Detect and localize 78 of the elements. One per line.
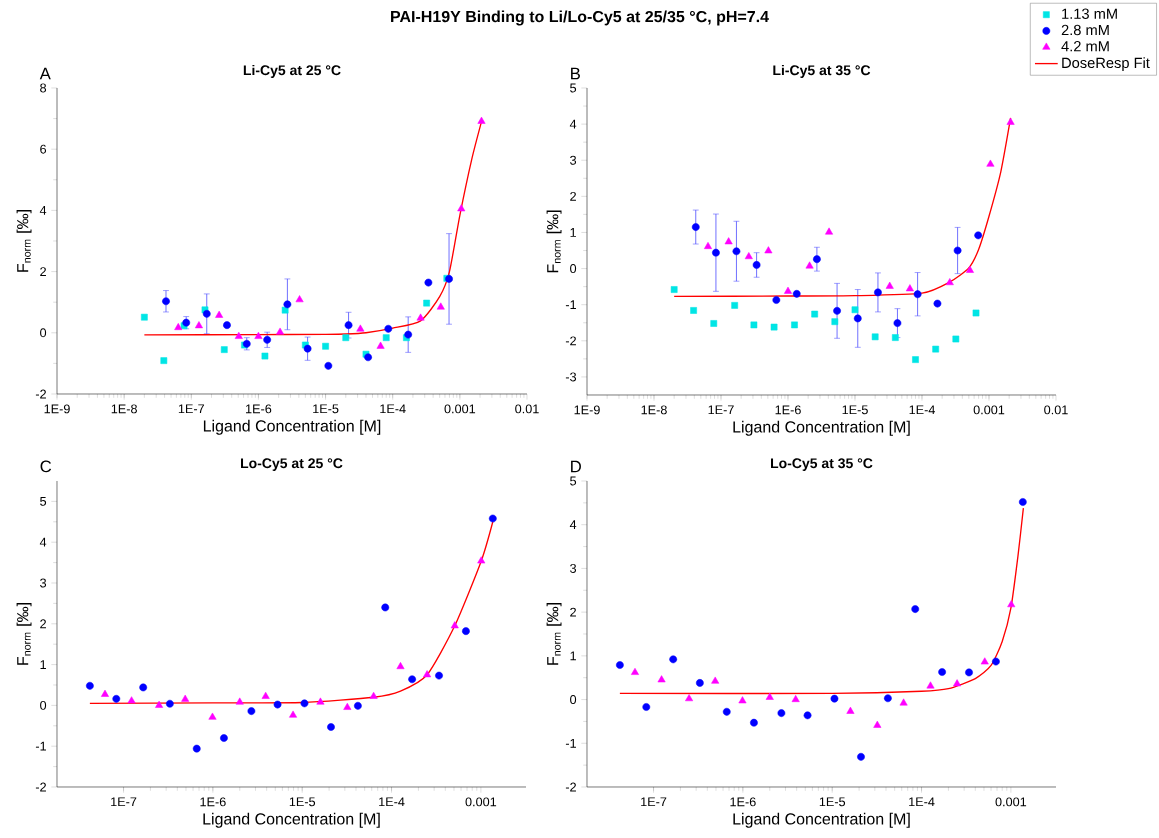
y-tick-label: 1 xyxy=(570,651,576,661)
legend-label: DoseResp Fit xyxy=(1062,57,1150,71)
x-tick-label: 1E-5 xyxy=(289,797,316,807)
legend-label: 2.8 mM xyxy=(1061,24,1109,36)
y-tick-label: 2 xyxy=(570,607,576,617)
y-tick-label: -2 xyxy=(565,782,576,792)
x-tick-label: 1E-7 xyxy=(708,405,734,415)
x-tick-label: 1E-8 xyxy=(641,405,667,415)
y-tick-label: 5 xyxy=(570,476,577,486)
x-tick-label: 1E-7 xyxy=(111,797,137,807)
y-tick-label: 4 xyxy=(39,206,47,215)
y-axis-title: F$_{norm}$ [‰] xyxy=(16,603,32,665)
y-tick-label: 2 xyxy=(570,191,576,201)
x-tick-label: 1E-6 xyxy=(775,405,801,415)
x-tick-label: 0.001 xyxy=(973,405,1005,415)
y-tick-label: 2 xyxy=(40,267,46,276)
y-tick-label: 0 xyxy=(570,695,577,705)
chart-title: Li-Cy5 at 35 °C xyxy=(773,64,871,78)
x-tick-label: 1E-4 xyxy=(380,404,406,414)
y-tick-label: -1 xyxy=(565,300,576,310)
x-tick-label: 1E-5 xyxy=(819,797,846,807)
text: D xyxy=(571,460,581,473)
chart-title: Lo-Cy5 at 35 °C xyxy=(771,458,873,471)
y-tick-label: 3 xyxy=(40,578,47,588)
y-tick-label: -2 xyxy=(35,782,46,792)
y-tick-label: -2 xyxy=(565,336,576,346)
y-tick-label: 4 xyxy=(569,520,577,530)
y-tick-label: 4 xyxy=(569,119,577,129)
y-tick-label: -3 xyxy=(565,372,577,382)
y-tick-label: 6 xyxy=(40,144,47,154)
y-tick-label: 5 xyxy=(570,83,577,93)
x-tick-label: 1E-4 xyxy=(379,797,405,807)
y-tick-label: 8 xyxy=(40,83,47,93)
legend-label: 1.13 mM xyxy=(1062,8,1117,19)
text: B xyxy=(571,67,580,80)
x-tick-label: 1E-6 xyxy=(246,404,272,414)
x-tick-label: 1E-8 xyxy=(111,404,137,414)
y-tick-label: 3 xyxy=(570,155,577,165)
x-tick-label: 1E-4 xyxy=(909,797,935,807)
y-tick-label: 0 xyxy=(40,700,47,710)
x-tick-label: 1E-7 xyxy=(178,404,205,414)
text: C xyxy=(40,460,52,473)
y-tick-label: -2 xyxy=(35,389,46,399)
y-tick-label: 2 xyxy=(40,619,46,629)
x-tick-label: 0.001 xyxy=(444,404,476,414)
y-axis-title: F$_{norm}$ [‰] xyxy=(546,603,562,665)
y-axis-title: F$_{norm}$ [‰] xyxy=(16,210,32,272)
x-tick-label: 1E-9 xyxy=(44,404,70,414)
y-tick-label: 4 xyxy=(39,537,47,547)
x-tick-label: 1E-6 xyxy=(200,797,226,807)
x-tick-label: 1E-4 xyxy=(909,405,935,415)
x-axis-title: Ligand Concentration [M] xyxy=(203,812,380,828)
y-axis-title: F$_{norm}$ [‰] xyxy=(546,210,562,273)
y-tick-label: 1 xyxy=(570,228,576,237)
chart-title: Li-Cy5 at 25 °C xyxy=(243,64,341,78)
x-tick-label: 1E-5 xyxy=(313,404,339,414)
x-axis-title: Ligand Concentration [M] xyxy=(733,420,910,436)
x-tick-label: 0.001 xyxy=(995,797,1027,807)
chart-title: Lo-Cy5 at 25 °C xyxy=(241,458,343,471)
x-tick-label: 1E-6 xyxy=(730,797,756,807)
x-tick-label: 1E-5 xyxy=(842,405,868,415)
x-tick-label: 0.01 xyxy=(1044,405,1068,415)
y-tick-label: 0 xyxy=(40,328,47,338)
y-tick-label: 3 xyxy=(570,563,577,573)
y-tick-label: -1 xyxy=(565,738,576,748)
x-tick-label: 1E-9 xyxy=(574,405,600,415)
text: PAI-H19Y Binding to Li/Lo-Cy5 at 25/35 °C, pH=7.4 xyxy=(391,10,769,26)
y-tick-label: 1 xyxy=(40,660,46,669)
x-tick-label: 1E-7 xyxy=(641,797,667,807)
x-tick-label: 0.001 xyxy=(465,797,497,807)
x-axis-title: Ligand Concentration [M] xyxy=(733,812,910,828)
x-tick-label: 0.01 xyxy=(515,404,539,414)
x-axis-title: Ligand Concentration [M] xyxy=(203,419,381,435)
legend-label: 4.2 mM xyxy=(1061,41,1109,52)
text: A xyxy=(39,67,51,80)
y-tick-label: -1 xyxy=(35,741,46,751)
y-tick-label: 0 xyxy=(570,264,577,274)
y-tick-label: 5 xyxy=(40,496,47,506)
